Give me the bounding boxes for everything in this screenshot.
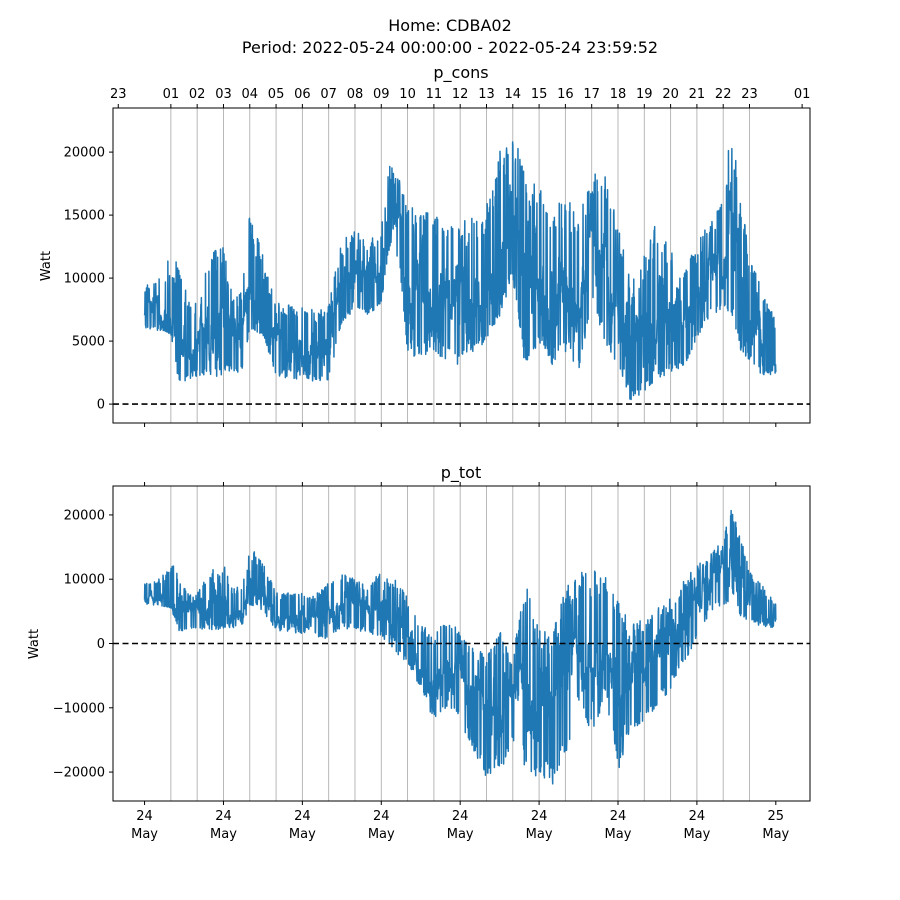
p-cons-top-tick-label: 11 (426, 87, 443, 102)
p-tot-xtick-day-label: 24 (136, 809, 153, 824)
p-cons-top-tick-label: 02 (189, 87, 206, 102)
p-tot-xtick-day-label: 24 (215, 809, 232, 824)
p-cons-ytick-label: 10000 (64, 272, 105, 287)
p-cons-top-tick-label: 23 (741, 87, 758, 102)
p-tot-ytick-label: −20000 (53, 766, 105, 781)
p-tot-xtick-day-label: 24 (452, 809, 469, 824)
figure-title-line1: Home: CDBA02 (388, 16, 512, 35)
p-tot-ylabel: Watt (27, 629, 42, 659)
p-cons-ytick-label: 20000 (64, 146, 105, 161)
p-cons-top-tick-label: 03 (215, 87, 232, 102)
p-tot-ytick-label: 0 (97, 637, 105, 652)
p-cons-series-line (143, 141, 777, 401)
p-cons-top-tick-label: 09 (373, 87, 390, 102)
p-tot-xtick-month-label: May (289, 827, 316, 842)
p-cons-top-tick-label: 10 (399, 87, 416, 102)
p-tot-xtick-day-label: 25 (768, 809, 785, 824)
p-tot-xtick-day-label: 24 (294, 809, 311, 824)
p-cons-top-tick-label: 21 (689, 87, 706, 102)
p-tot-xtick-day-label: 24 (531, 809, 548, 824)
p-cons-top-tick-label: 19 (636, 87, 653, 102)
p-cons-top-tick-label: 23 (110, 87, 127, 102)
p-tot-series-line (143, 509, 777, 785)
p-cons-top-tick-label: 08 (347, 87, 364, 102)
p-tot-xtick-month-label: May (683, 827, 710, 842)
p-tot-xtick-month-label: May (368, 827, 395, 842)
p-cons-top-tick-label: 14 (505, 87, 522, 102)
figure-title-line2: Period: 2022-05-24 00:00:00 - 2022-05-24… (242, 38, 658, 57)
p-cons-top-tick-label: 06 (294, 87, 311, 102)
p-tot-xtick-month-label: May (210, 827, 237, 842)
p-cons-top-tick-label: 17 (583, 87, 600, 102)
p-cons-top-tick-label: 12 (452, 87, 469, 102)
p-cons-top-tick-label: 01 (794, 87, 811, 102)
p-tot-title: p_tot (441, 463, 482, 483)
p-tot-ytick-label: 10000 (64, 573, 105, 588)
p-tot-xtick-month-label: May (605, 827, 632, 842)
p-tot-xtick-month-label: May (762, 827, 789, 842)
p-tot-xtick-month-label: May (526, 827, 553, 842)
p-tot-ytick-label: −10000 (53, 701, 105, 716)
p-cons-top-tick-label: 16 (557, 87, 574, 102)
p-cons-top-tick-label: 13 (478, 87, 495, 102)
p-tot-xtick-day-label: 24 (610, 809, 627, 824)
p-cons-top-tick-label: 05 (268, 87, 285, 102)
p-cons-top-tick-label: 22 (715, 87, 732, 102)
p-tot-panel: p_tot Watt −20000 −10000 0 10000 20000 24 May 2… (27, 463, 811, 842)
p-cons-ytick-label: 15000 (64, 209, 105, 224)
p-tot-ytick-label: 20000 (64, 508, 105, 523)
p-tot-xtick-day-label: 24 (373, 809, 390, 824)
p-cons-top-tick-label: 01 (163, 87, 180, 102)
p-tot-xtick-day-label: 24 (689, 809, 706, 824)
p-tot-xtick-month-label: May (131, 827, 158, 842)
p-cons-title: p_cons (433, 63, 488, 83)
p-cons-axes-frame (112, 107, 811, 424)
p-cons-top-tick-label: 18 (610, 87, 627, 102)
p-cons-ylabel: Watt (39, 251, 54, 281)
p-cons-ytick-label: 5000 (72, 335, 105, 350)
p-cons-top-tick-label: 20 (662, 87, 679, 102)
p-cons-panel: p_cons Watt 0 5000 10000 15000 20000 23 01 02 03… (39, 63, 811, 427)
p-cons-top-tick-label: 07 (320, 87, 337, 102)
p-cons-top-tick-label: 15 (531, 87, 548, 102)
p-cons-top-tick-label: 04 (241, 87, 258, 102)
p-cons-ytick-label: 0 (97, 398, 105, 413)
p-tot-xtick-month-label: May (447, 827, 474, 842)
